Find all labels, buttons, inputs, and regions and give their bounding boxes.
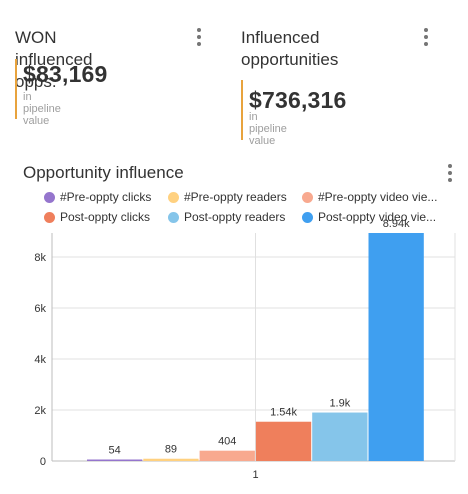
legend-swatch	[168, 191, 179, 203]
data-label: 1.9k	[329, 398, 350, 410]
bar[interactable]	[143, 458, 199, 461]
legend-label: #Pre-oppty readers	[184, 190, 287, 204]
y-tick-label: 4k	[34, 354, 46, 366]
y-tick-label: 6k	[34, 303, 46, 315]
bar[interactable]	[255, 421, 312, 461]
accent-bar	[15, 59, 17, 119]
kpi-title-line1: Influenced	[241, 28, 320, 47]
bar[interactable]	[312, 412, 368, 461]
legend-item[interactable]: Post-oppty video vie...	[302, 210, 436, 224]
x-tick-label: 1	[252, 469, 258, 481]
data-label: 404	[218, 436, 236, 448]
chart-title: Opportunity influence	[23, 163, 184, 182]
y-tick-label: 8k	[34, 252, 46, 264]
legend-item[interactable]: #Pre-oppty video vie...	[302, 190, 437, 204]
kpi-title: Influenced opportunities	[241, 27, 338, 71]
legend-item[interactable]: Post-oppty readers	[168, 210, 285, 224]
kpi-title-line2: opportunities	[241, 50, 339, 69]
legend-label: Post-oppty video vie...	[318, 210, 437, 224]
data-label: 1.54k	[270, 407, 297, 419]
legend-label: #Pre-oppty clicks	[60, 190, 152, 204]
kpi-title: WON influenced opps.	[15, 28, 93, 91]
kpi-value: $83,169	[23, 61, 108, 87]
legend-label: Post-oppty readers	[184, 210, 286, 224]
legend-swatch	[168, 211, 179, 223]
legend-item[interactable]: #Pre-oppty clicks	[44, 190, 151, 204]
kpi-subtitle: in pipeline value	[249, 111, 287, 147]
bar[interactable]	[199, 450, 255, 461]
more-options-icon[interactable]	[196, 28, 202, 48]
kpi-subtitle: in pipeline value	[23, 91, 61, 127]
legend-label: #Pre-oppty video vie...	[318, 190, 438, 204]
more-options-icon[interactable]	[423, 28, 429, 48]
data-label: 54	[109, 445, 121, 457]
y-tick-label: 2k	[34, 405, 46, 417]
accent-bar	[241, 80, 243, 140]
legend-swatch	[44, 191, 55, 203]
legend-swatch	[302, 211, 313, 223]
legend-item[interactable]: #Pre-oppty readers	[168, 190, 287, 204]
data-label: 89	[165, 444, 177, 456]
legend-swatch	[44, 211, 55, 223]
bar[interactable]	[368, 233, 424, 461]
bar[interactable]	[87, 459, 143, 462]
y-tick-label: 0	[40, 456, 46, 468]
legend-label: Post-oppty clicks	[60, 210, 151, 224]
kpi-value: $736,316	[249, 87, 347, 113]
legend-swatch	[302, 191, 313, 203]
more-options-icon[interactable]	[447, 164, 453, 184]
data-label: 8.94k	[383, 218, 410, 230]
legend-item[interactable]: Post-oppty clicks	[44, 210, 150, 224]
